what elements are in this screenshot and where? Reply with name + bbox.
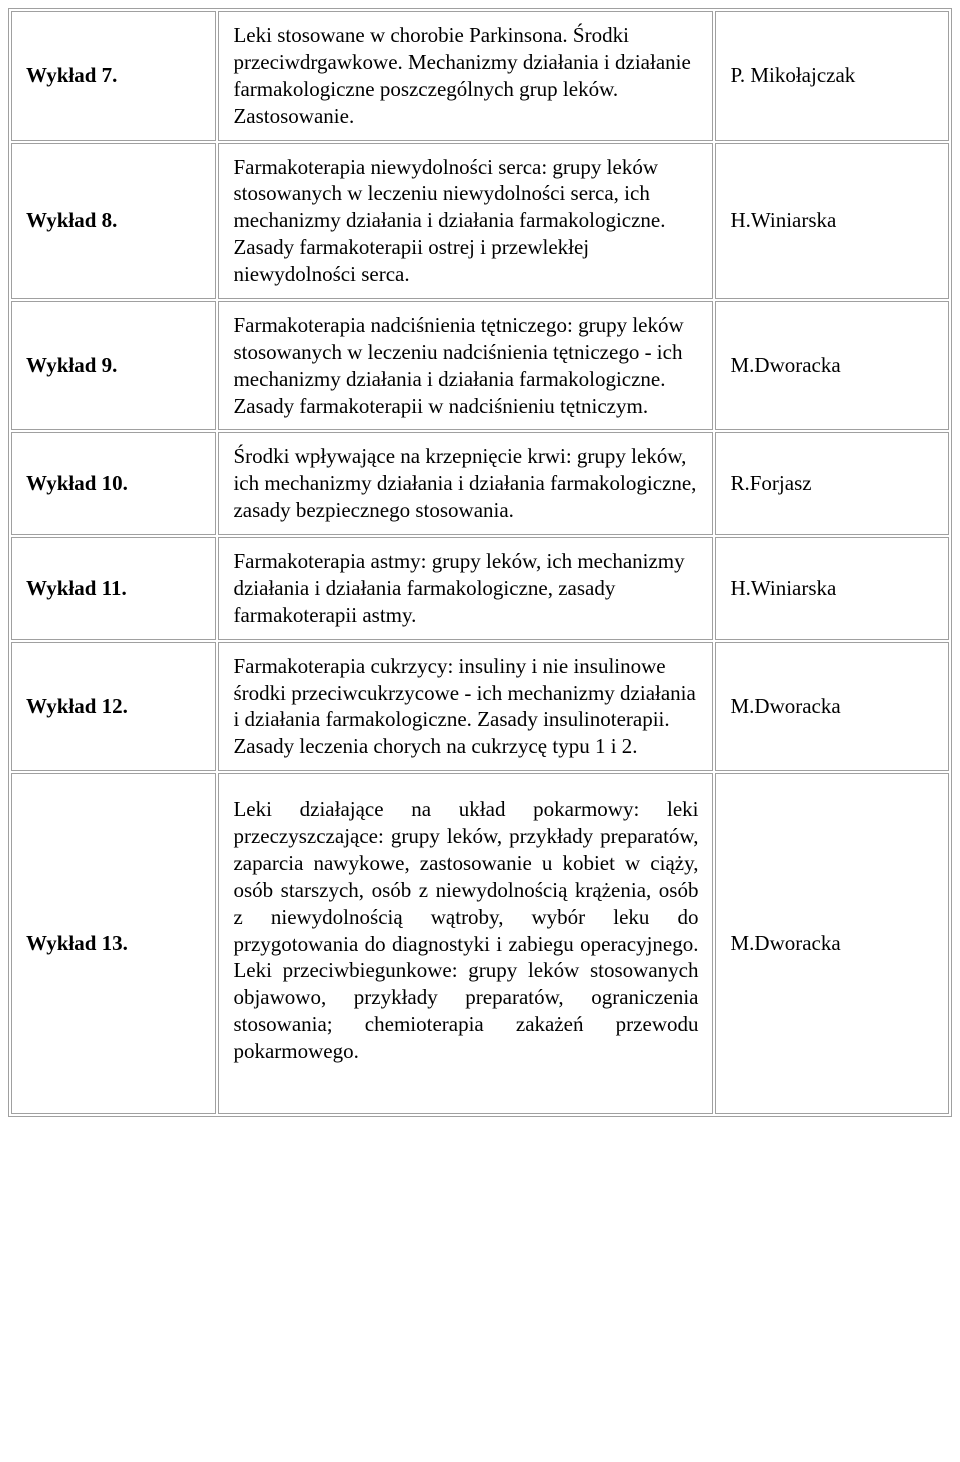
table-row: Wykład 13.Leki działające na układ pokar… <box>11 773 949 1114</box>
lecture-cell: Wykład 13. <box>11 773 216 1114</box>
lecture-cell: Wykład 12. <box>11 642 216 772</box>
description-cell: Leki działające na układ pokarmowy: leki… <box>218 773 713 1114</box>
description-cell: Farmakoterapia nadciśnienia tętniczego: … <box>218 301 713 431</box>
table-row: Wykład 8.Farmakoterapia niewydolności se… <box>11 143 949 299</box>
author-cell: M.Dworacka <box>715 773 949 1114</box>
lectures-table: Wykład 7.Leki stosowane w chorobie Parki… <box>8 8 952 1117</box>
author-cell: M.Dworacka <box>715 642 949 772</box>
author-cell: P. Mikołajczak <box>715 11 949 141</box>
description-cell: Leki stosowane w chorobie Parkinsona. Śr… <box>218 11 713 141</box>
table-row: Wykład 7.Leki stosowane w chorobie Parki… <box>11 11 949 141</box>
table-row: Wykład 9.Farmakoterapia nadciśnienia tęt… <box>11 301 949 431</box>
table-row: Wykład 12.Farmakoterapia cukrzycy: insul… <box>11 642 949 772</box>
description-cell: Farmakoterapia cukrzycy: insuliny i nie … <box>218 642 713 772</box>
description-cell: Farmakoterapia niewydolności serca: grup… <box>218 143 713 299</box>
author-cell: H.Winiarska <box>715 537 949 640</box>
author-cell: M.Dworacka <box>715 301 949 431</box>
lecture-cell: Wykład 8. <box>11 143 216 299</box>
table-row: Wykład 10.Środki wpływające na krzepnięc… <box>11 432 949 535</box>
description-cell: Farmakoterapia astmy: grupy leków, ich m… <box>218 537 713 640</box>
lecture-cell: Wykład 7. <box>11 11 216 141</box>
lecture-cell: Wykład 11. <box>11 537 216 640</box>
description-cell: Środki wpływające na krzepnięcie krwi: g… <box>218 432 713 535</box>
lectures-tbody: Wykład 7.Leki stosowane w chorobie Parki… <box>11 11 949 1114</box>
lecture-cell: Wykład 9. <box>11 301 216 431</box>
lecture-cell: Wykład 10. <box>11 432 216 535</box>
author-cell: H.Winiarska <box>715 143 949 299</box>
table-row: Wykład 11.Farmakoterapia astmy: grupy le… <box>11 537 949 640</box>
author-cell: R.Forjasz <box>715 432 949 535</box>
